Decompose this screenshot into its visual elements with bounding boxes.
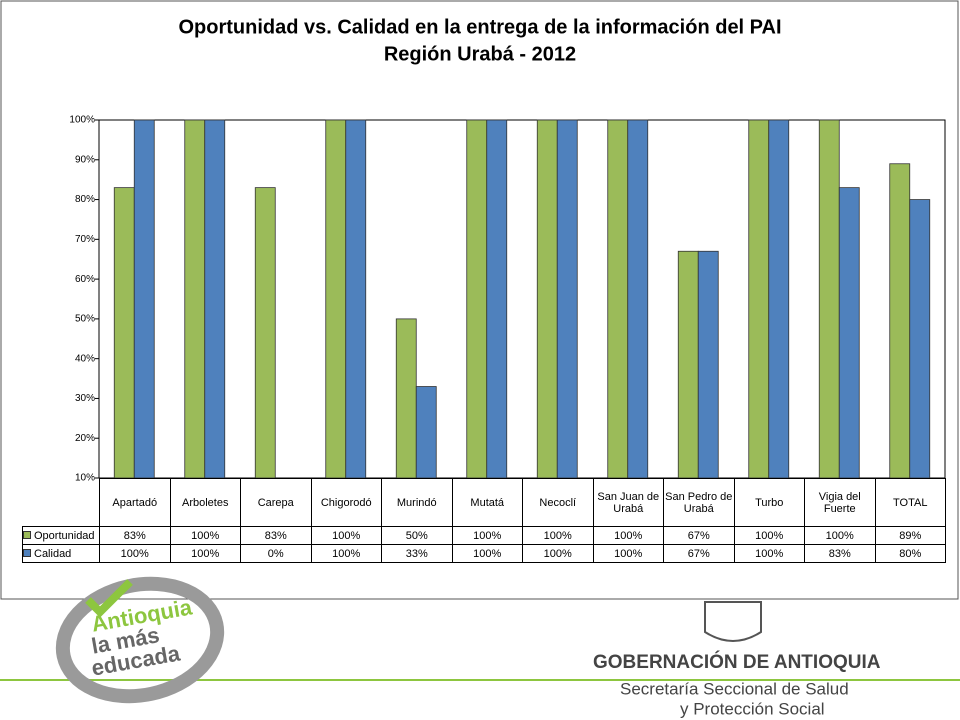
y-tick-label: 70% [75, 234, 95, 245]
data-label: 100% [310, 544, 382, 563]
y-tick-label: 20% [75, 433, 95, 444]
data-label: 100% [804, 526, 876, 545]
data-label: 67% [663, 526, 735, 545]
x-tick-label: Carepa [240, 478, 312, 527]
bar [818, 119, 840, 479]
y-tick-label: 100% [69, 115, 95, 126]
x-tick-label: Murindó [381, 478, 453, 527]
chart-title: Oportunidad vs. Calidad en la entrega de… [178, 16, 781, 38]
bar [627, 119, 649, 479]
bar [184, 119, 206, 479]
legend-label: Calidad [34, 547, 72, 560]
bar [607, 119, 629, 479]
bar [415, 386, 437, 479]
y-tick-label: 10% [75, 473, 95, 484]
data-label: 100% [592, 544, 664, 563]
table-row: Calidad 100% 100% 0% 100% 33% 100% 100% 100% 67% 1… [22, 544, 946, 563]
y-tick-label: 30% [75, 393, 95, 404]
data-label: 100% [733, 544, 805, 563]
legend-label: Oportunidad [34, 529, 95, 542]
table-header: Apartadó Arboletes Carepa Chigorodó Murindó M… [23, 478, 946, 527]
bar [838, 187, 860, 479]
bar [325, 119, 347, 479]
bar [466, 119, 488, 479]
table-row: Oportunidad 83% 100% 83% 100% 50% 100% 100% 100%… [22, 526, 946, 545]
data-label: 100% [592, 526, 664, 545]
data-label: 100% [451, 544, 523, 563]
bar [768, 119, 790, 479]
data-label: 100% [522, 526, 594, 545]
data-label: 33% [381, 544, 453, 563]
legend-cell: Oportunidad [22, 526, 100, 545]
bar [133, 119, 155, 479]
bar [204, 119, 226, 479]
bar [889, 163, 911, 479]
bar [486, 119, 508, 479]
data-label: 100% [169, 544, 241, 563]
data-label: 0% [240, 544, 312, 563]
bar [909, 199, 931, 479]
legend-cell: Calidad [22, 544, 100, 563]
data-label: 50% [381, 526, 453, 545]
y-tick-label: 80% [75, 194, 95, 205]
bar [395, 318, 417, 479]
x-tick-label: San Juan de Urabá [592, 478, 664, 527]
x-tick-label: TOTAL [874, 478, 946, 527]
data-label: 100% [451, 526, 523, 545]
y-tick-label: 50% [75, 314, 95, 325]
x-tick-label: Mutatá [451, 478, 523, 527]
x-tick-label: Apartadó [99, 478, 171, 527]
corner-cell [23, 479, 100, 527]
y-tick-label: 60% [75, 274, 95, 285]
y-tick-label: 40% [75, 353, 95, 364]
data-label: 100% [169, 526, 241, 545]
data-label: 83% [99, 526, 171, 545]
bar [748, 119, 770, 479]
x-tick-label: San Pedro de Urabá [663, 478, 735, 527]
data-label: 83% [240, 526, 312, 545]
bar [254, 187, 276, 479]
bar [345, 119, 367, 479]
data-label: 100% [99, 544, 171, 563]
department: y Protección Social [680, 699, 825, 718]
x-tick-label: Arboletes [169, 478, 241, 527]
data-label: 100% [522, 544, 594, 563]
data-label: 100% [733, 526, 805, 545]
x-tick-label: Necoclí [522, 478, 594, 527]
legend-key [23, 548, 31, 557]
data-table: Apartadó Arboletes Carepa Chigorodó Murindó M… [22, 478, 946, 563]
bar [113, 187, 135, 479]
coat-of-arms [704, 601, 762, 642]
legend-key [23, 530, 31, 539]
chart-subtitle: Región Urabá - 2012 [384, 43, 576, 65]
data-label: 67% [663, 544, 735, 563]
data-label: 80% [874, 544, 946, 563]
x-tick-label: Chigorodó [310, 478, 382, 527]
organization: GOBERNACIÓN DE ANTIOQUIA [593, 651, 881, 673]
data-label: 83% [804, 544, 876, 563]
data-label: 100% [310, 526, 382, 545]
x-tick-label: Turbo [733, 478, 805, 527]
bar [697, 250, 719, 479]
bar [556, 119, 578, 479]
bar [677, 250, 699, 479]
x-tick-label: Vigia del Fuerte [804, 478, 876, 527]
data-label: 89% [874, 526, 946, 545]
bar [536, 119, 558, 479]
department: Secretaría Seccional de Salud [620, 679, 849, 698]
y-tick-label: 90% [75, 154, 95, 165]
